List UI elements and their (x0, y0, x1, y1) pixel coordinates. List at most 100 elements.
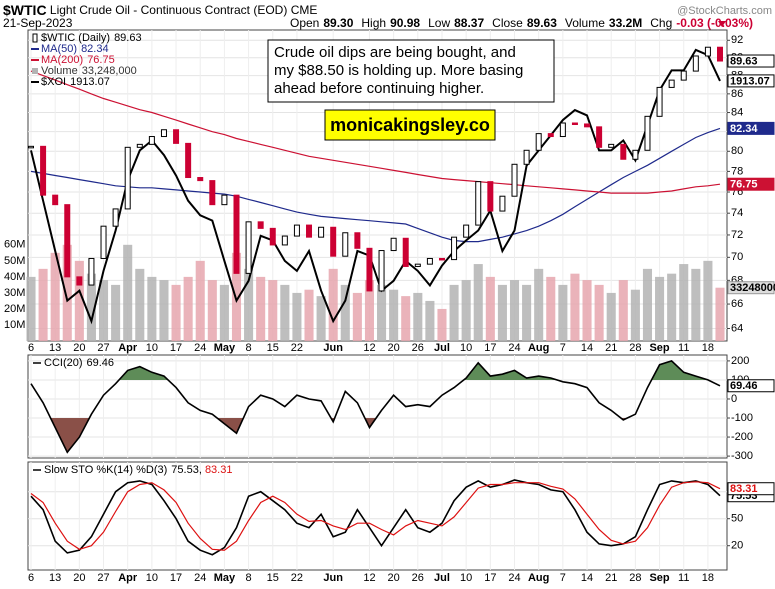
value-box (727, 177, 775, 191)
candle (209, 180, 216, 206)
candle (293, 224, 300, 237)
legend-name: CCI(20) (44, 357, 83, 369)
y-tick-label: -300 (731, 450, 753, 462)
candle (535, 133, 542, 151)
volume-bar (473, 264, 483, 341)
quote-label: Close (492, 16, 523, 30)
x-tick-label: 27 (97, 572, 109, 584)
x-tick-label: 8 (246, 572, 252, 584)
volume-bar (534, 268, 544, 341)
volume-bar (618, 280, 628, 341)
quote-value: 89.63 (527, 16, 557, 30)
candle (644, 115, 651, 151)
volume-bar (256, 276, 266, 341)
volume-bar (558, 284, 568, 341)
volume-bar (316, 296, 326, 341)
legend-swatch (32, 68, 38, 74)
candle (632, 149, 639, 160)
y-tick-label: -100 (731, 412, 753, 424)
quote-label: Volume (565, 16, 605, 30)
legend-swatch (32, 33, 38, 43)
quote-label: Low (428, 16, 450, 30)
x-tick-label: 22 (291, 342, 303, 354)
candle (64, 204, 71, 278)
x-tick-label: May (214, 342, 236, 354)
y-tick-label: -200 (731, 431, 753, 443)
candle (487, 181, 494, 212)
x-tick-label: 10 (146, 572, 158, 584)
x-tick-label: 17 (170, 572, 182, 584)
x-tick-label: 18 (702, 572, 714, 584)
quote-value: 88.37 (454, 16, 484, 30)
volume-bar (715, 287, 725, 341)
x-tick-label: 6 (28, 342, 34, 354)
x-tick-label: 10 (460, 572, 472, 584)
legend-value: 33,248,000 (82, 65, 137, 77)
x-tick-label: 27 (97, 342, 109, 354)
x-tick-label: 20 (388, 342, 400, 354)
website-box (324, 109, 496, 141)
annotation-line: ahead before continuing higher. (274, 80, 484, 97)
volume-bar (135, 268, 145, 341)
volume-bar (207, 280, 217, 341)
legend-value: 75.53 (171, 464, 199, 476)
candle (88, 257, 95, 286)
legend-name: Slow STO %K(14) %D(3) (44, 464, 167, 476)
volume-tick-label: 60M (4, 239, 25, 251)
candle (342, 232, 349, 257)
y-tick-label: 50 (731, 513, 743, 525)
x-tick-label: Apr (118, 572, 138, 584)
y-tick-label: 70 (731, 251, 743, 263)
volume-bar (74, 260, 84, 341)
legend-entry: Volume 33,248,000 (41, 65, 137, 77)
volume-bar (111, 284, 121, 341)
ma-line (30, 127, 721, 243)
candle (620, 143, 627, 160)
indicator-line (30, 481, 721, 551)
legend-entry: Slow STO %K(14) %D(3) 75.53, 83.31 (44, 464, 232, 476)
legend-name: Volume (41, 65, 78, 77)
volume-bar (219, 284, 229, 341)
candle (185, 142, 192, 179)
annotation-box (267, 39, 555, 103)
y-tick-label: 78 (731, 165, 743, 177)
candle (197, 177, 204, 182)
volume-bar (292, 292, 302, 341)
x-tick-label: 7 (560, 572, 566, 584)
volume-bar (159, 280, 169, 341)
annotation-line: Crude oil dips are being bought, and (274, 44, 516, 61)
symbol: $WTIC (3, 2, 47, 18)
volume-tick-label: 20M (4, 303, 25, 315)
x-tick-label: 6 (28, 572, 34, 584)
volume-bar (413, 292, 423, 341)
candle (571, 122, 578, 126)
volume-bar (340, 284, 350, 341)
value-box (727, 379, 775, 393)
candle (414, 263, 421, 267)
x-tick-label: 13 (49, 342, 61, 354)
x-tick-label: May (214, 572, 236, 584)
x-tick-label: 24 (508, 572, 520, 584)
x-tick-label: 21 (605, 342, 617, 354)
header-date: 21-Sep-2023 (3, 16, 73, 30)
volume-bar (98, 280, 109, 341)
volume-bar (86, 273, 96, 341)
x-tick-label: 26 (412, 342, 424, 354)
volume-bar (449, 284, 459, 341)
x-tick-label: Sep (649, 572, 669, 584)
volume-bar (546, 276, 556, 341)
volume-bar (509, 280, 520, 341)
volume-tick-label: 50M (4, 255, 25, 267)
candle (680, 70, 687, 81)
legend-value: 1913.07 (70, 76, 110, 88)
legend-entry: CCI(20) 69.46 (44, 357, 114, 369)
candle (511, 163, 518, 197)
volume-bar (679, 264, 689, 341)
value-box (727, 482, 775, 496)
volume-tick-label: 30M (4, 287, 25, 299)
candle (559, 122, 566, 138)
candle (233, 194, 240, 274)
x-tick-label: Jun (323, 572, 343, 584)
x-tick-label: 13 (49, 572, 61, 584)
